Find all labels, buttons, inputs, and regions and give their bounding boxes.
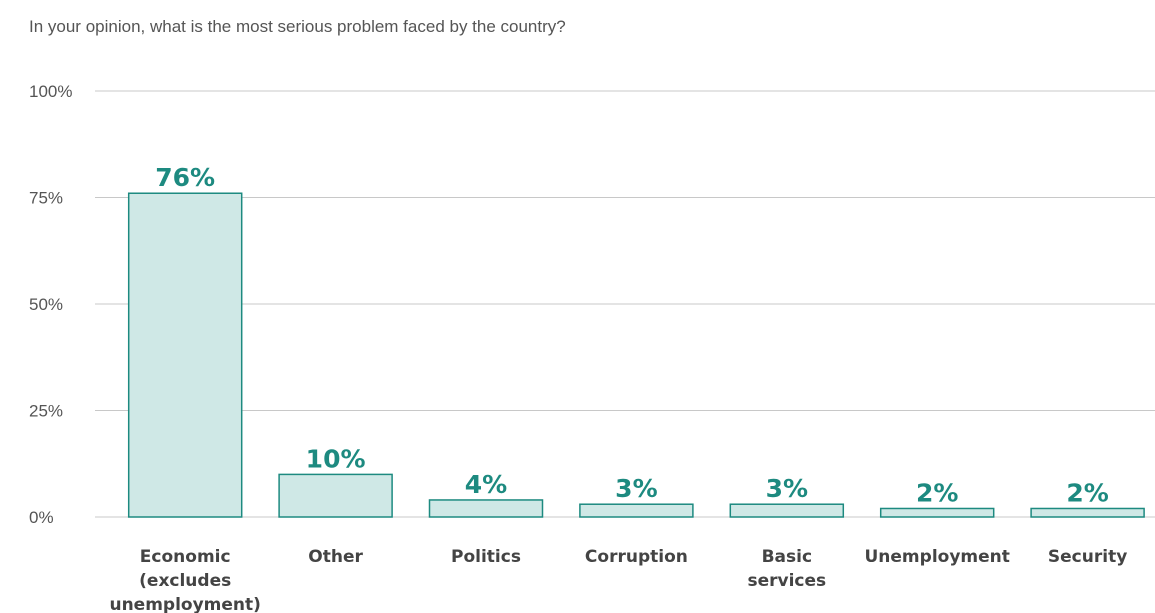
data-label: 10% [306,444,366,473]
x-tick-label: Basic services [747,547,826,591]
y-tick-label: 100% [29,82,72,101]
data-label: 3% [615,474,657,503]
x-tick-label: Security [1048,547,1127,567]
data-label: 4% [465,470,507,499]
x-tick-label: Corruption [585,547,688,567]
data-label: 2% [1066,478,1108,507]
x-tick-label: Politics [451,547,521,567]
y-tick-label: 50% [29,295,63,314]
y-tick-label: 75% [29,189,63,208]
x-tick-label: Other [308,547,363,567]
data-label: 2% [916,478,958,507]
x-tick-label: Unemployment [865,547,1010,567]
bar [278,473,393,518]
bar [879,507,995,518]
value-labels: 76% 10% 4% 3% 3% 2% 2% [155,163,1109,507]
bars [127,192,1145,518]
bar [579,503,694,518]
category-labels: Economic (excludes unemployment) Other Polit… [109,547,1127,613]
bar [428,499,544,518]
data-label: 3% [766,474,808,503]
gridlines [95,90,1155,518]
y-tick-label: 0% [29,508,54,527]
x-tick-label: Economic (excludes unemployment) [109,547,260,613]
y-axis: 0% 25% 50% 75% 100% [29,82,72,527]
bar [729,503,845,518]
data-label: 76% [155,163,215,192]
y-tick-label: 25% [29,402,63,421]
bar [1030,507,1145,518]
bar [127,192,243,518]
chart-title: In your opinion, what is the most seriou… [29,17,566,36]
